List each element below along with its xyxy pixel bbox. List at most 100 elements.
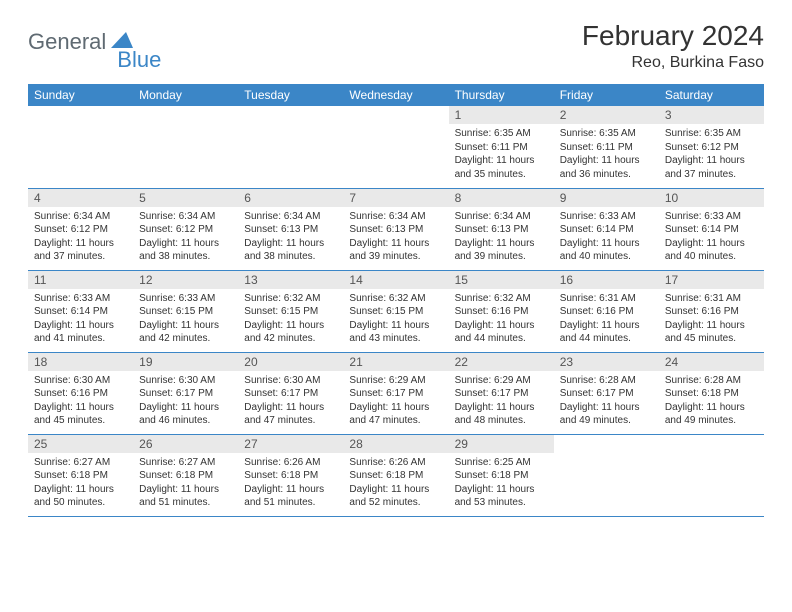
calendar-cell: 21Sunrise: 6:29 AMSunset: 6:17 PMDayligh… (343, 352, 448, 434)
calendar-cell: 15Sunrise: 6:32 AMSunset: 6:16 PMDayligh… (449, 270, 554, 352)
day-number: 12 (133, 271, 238, 289)
day-details: Sunrise: 6:35 AMSunset: 6:11 PMDaylight:… (554, 124, 659, 184)
day-number: 1 (449, 106, 554, 124)
day-number: 20 (238, 353, 343, 371)
day-details: Sunrise: 6:33 AMSunset: 6:14 PMDaylight:… (554, 207, 659, 267)
day-details: Sunrise: 6:32 AMSunset: 6:16 PMDaylight:… (449, 289, 554, 349)
day-details: Sunrise: 6:33 AMSunset: 6:15 PMDaylight:… (133, 289, 238, 349)
calendar-cell: 27Sunrise: 6:26 AMSunset: 6:18 PMDayligh… (238, 434, 343, 516)
day-number: 15 (449, 271, 554, 289)
day-details: Sunrise: 6:26 AMSunset: 6:18 PMDaylight:… (343, 453, 448, 513)
day-details: Sunrise: 6:29 AMSunset: 6:17 PMDaylight:… (343, 371, 448, 431)
day-number: 2 (554, 106, 659, 124)
month-title: February 2024 (582, 20, 764, 52)
day-details: Sunrise: 6:32 AMSunset: 6:15 PMDaylight:… (343, 289, 448, 349)
calendar-cell: 9Sunrise: 6:33 AMSunset: 6:14 PMDaylight… (554, 188, 659, 270)
day-number: 9 (554, 189, 659, 207)
day-number: 23 (554, 353, 659, 371)
day-number: 17 (659, 271, 764, 289)
calendar-cell: 20Sunrise: 6:30 AMSunset: 6:17 PMDayligh… (238, 352, 343, 434)
location-label: Reo, Burkina Faso (582, 54, 764, 72)
day-number: 5 (133, 189, 238, 207)
title-block: February 2024 Reo, Burkina Faso (582, 20, 764, 72)
day-number: 25 (28, 435, 133, 453)
calendar-cell: 13Sunrise: 6:32 AMSunset: 6:15 PMDayligh… (238, 270, 343, 352)
calendar-cell: 23Sunrise: 6:28 AMSunset: 6:17 PMDayligh… (554, 352, 659, 434)
day-number: 16 (554, 271, 659, 289)
day-number: 3 (659, 106, 764, 124)
calendar-cell: 14Sunrise: 6:32 AMSunset: 6:15 PMDayligh… (343, 270, 448, 352)
day-details: Sunrise: 6:33 AMSunset: 6:14 PMDaylight:… (28, 289, 133, 349)
weekday-header: Wednesday (343, 84, 448, 106)
day-number: 21 (343, 353, 448, 371)
day-details: Sunrise: 6:30 AMSunset: 6:17 PMDaylight:… (238, 371, 343, 431)
calendar-cell: 6Sunrise: 6:34 AMSunset: 6:13 PMDaylight… (238, 188, 343, 270)
calendar-week-row: 18Sunrise: 6:30 AMSunset: 6:16 PMDayligh… (28, 352, 764, 434)
day-number: 7 (343, 189, 448, 207)
logo-text-general: General (28, 29, 106, 55)
calendar-cell (659, 434, 764, 516)
day-number: 14 (343, 271, 448, 289)
calendar-week-row: 1Sunrise: 6:35 AMSunset: 6:11 PMDaylight… (28, 106, 764, 188)
calendar-cell: 26Sunrise: 6:27 AMSunset: 6:18 PMDayligh… (133, 434, 238, 516)
day-number: 11 (28, 271, 133, 289)
calendar-table: SundayMondayTuesdayWednesdayThursdayFrid… (28, 84, 764, 517)
calendar-cell: 18Sunrise: 6:30 AMSunset: 6:16 PMDayligh… (28, 352, 133, 434)
calendar-body: 1Sunrise: 6:35 AMSunset: 6:11 PMDaylight… (28, 106, 764, 516)
weekday-header: Tuesday (238, 84, 343, 106)
day-details: Sunrise: 6:28 AMSunset: 6:18 PMDaylight:… (659, 371, 764, 431)
logo: General Blue (28, 20, 161, 64)
calendar-cell: 10Sunrise: 6:33 AMSunset: 6:14 PMDayligh… (659, 188, 764, 270)
day-number: 13 (238, 271, 343, 289)
day-details: Sunrise: 6:31 AMSunset: 6:16 PMDaylight:… (659, 289, 764, 349)
weekday-header: Monday (133, 84, 238, 106)
day-details: Sunrise: 6:27 AMSunset: 6:18 PMDaylight:… (28, 453, 133, 513)
calendar-cell (133, 106, 238, 188)
calendar-cell: 7Sunrise: 6:34 AMSunset: 6:13 PMDaylight… (343, 188, 448, 270)
calendar-cell: 28Sunrise: 6:26 AMSunset: 6:18 PMDayligh… (343, 434, 448, 516)
weekday-header: Friday (554, 84, 659, 106)
calendar-week-row: 11Sunrise: 6:33 AMSunset: 6:14 PMDayligh… (28, 270, 764, 352)
calendar-cell: 4Sunrise: 6:34 AMSunset: 6:12 PMDaylight… (28, 188, 133, 270)
calendar-cell (238, 106, 343, 188)
calendar-cell: 24Sunrise: 6:28 AMSunset: 6:18 PMDayligh… (659, 352, 764, 434)
page-header: General Blue February 2024 Reo, Burkina … (28, 20, 764, 72)
day-details: Sunrise: 6:29 AMSunset: 6:17 PMDaylight:… (449, 371, 554, 431)
day-details: Sunrise: 6:34 AMSunset: 6:13 PMDaylight:… (449, 207, 554, 267)
calendar-cell: 2Sunrise: 6:35 AMSunset: 6:11 PMDaylight… (554, 106, 659, 188)
calendar-cell: 29Sunrise: 6:25 AMSunset: 6:18 PMDayligh… (449, 434, 554, 516)
day-details: Sunrise: 6:30 AMSunset: 6:17 PMDaylight:… (133, 371, 238, 431)
logo-text-blue: Blue (117, 47, 161, 73)
day-details: Sunrise: 6:32 AMSunset: 6:15 PMDaylight:… (238, 289, 343, 349)
day-details: Sunrise: 6:35 AMSunset: 6:11 PMDaylight:… (449, 124, 554, 184)
day-details: Sunrise: 6:25 AMSunset: 6:18 PMDaylight:… (449, 453, 554, 513)
calendar-cell: 12Sunrise: 6:33 AMSunset: 6:15 PMDayligh… (133, 270, 238, 352)
calendar-head: SundayMondayTuesdayWednesdayThursdayFrid… (28, 84, 764, 106)
day-number: 26 (133, 435, 238, 453)
day-details: Sunrise: 6:34 AMSunset: 6:13 PMDaylight:… (343, 207, 448, 267)
day-number: 27 (238, 435, 343, 453)
day-number: 28 (343, 435, 448, 453)
calendar-cell: 25Sunrise: 6:27 AMSunset: 6:18 PMDayligh… (28, 434, 133, 516)
calendar-cell: 5Sunrise: 6:34 AMSunset: 6:12 PMDaylight… (133, 188, 238, 270)
calendar-week-row: 4Sunrise: 6:34 AMSunset: 6:12 PMDaylight… (28, 188, 764, 270)
calendar-cell: 19Sunrise: 6:30 AMSunset: 6:17 PMDayligh… (133, 352, 238, 434)
day-number: 19 (133, 353, 238, 371)
calendar-cell: 22Sunrise: 6:29 AMSunset: 6:17 PMDayligh… (449, 352, 554, 434)
calendar-cell: 16Sunrise: 6:31 AMSunset: 6:16 PMDayligh… (554, 270, 659, 352)
calendar-cell: 8Sunrise: 6:34 AMSunset: 6:13 PMDaylight… (449, 188, 554, 270)
day-number: 22 (449, 353, 554, 371)
day-details: Sunrise: 6:35 AMSunset: 6:12 PMDaylight:… (659, 124, 764, 184)
day-details: Sunrise: 6:34 AMSunset: 6:12 PMDaylight:… (28, 207, 133, 267)
day-number: 4 (28, 189, 133, 207)
day-number: 29 (449, 435, 554, 453)
weekday-header: Saturday (659, 84, 764, 106)
calendar-cell: 11Sunrise: 6:33 AMSunset: 6:14 PMDayligh… (28, 270, 133, 352)
day-details: Sunrise: 6:34 AMSunset: 6:13 PMDaylight:… (238, 207, 343, 267)
calendar-cell (28, 106, 133, 188)
weekday-header: Sunday (28, 84, 133, 106)
day-details: Sunrise: 6:33 AMSunset: 6:14 PMDaylight:… (659, 207, 764, 267)
day-details: Sunrise: 6:27 AMSunset: 6:18 PMDaylight:… (133, 453, 238, 513)
weekday-header: Thursday (449, 84, 554, 106)
calendar-cell: 17Sunrise: 6:31 AMSunset: 6:16 PMDayligh… (659, 270, 764, 352)
